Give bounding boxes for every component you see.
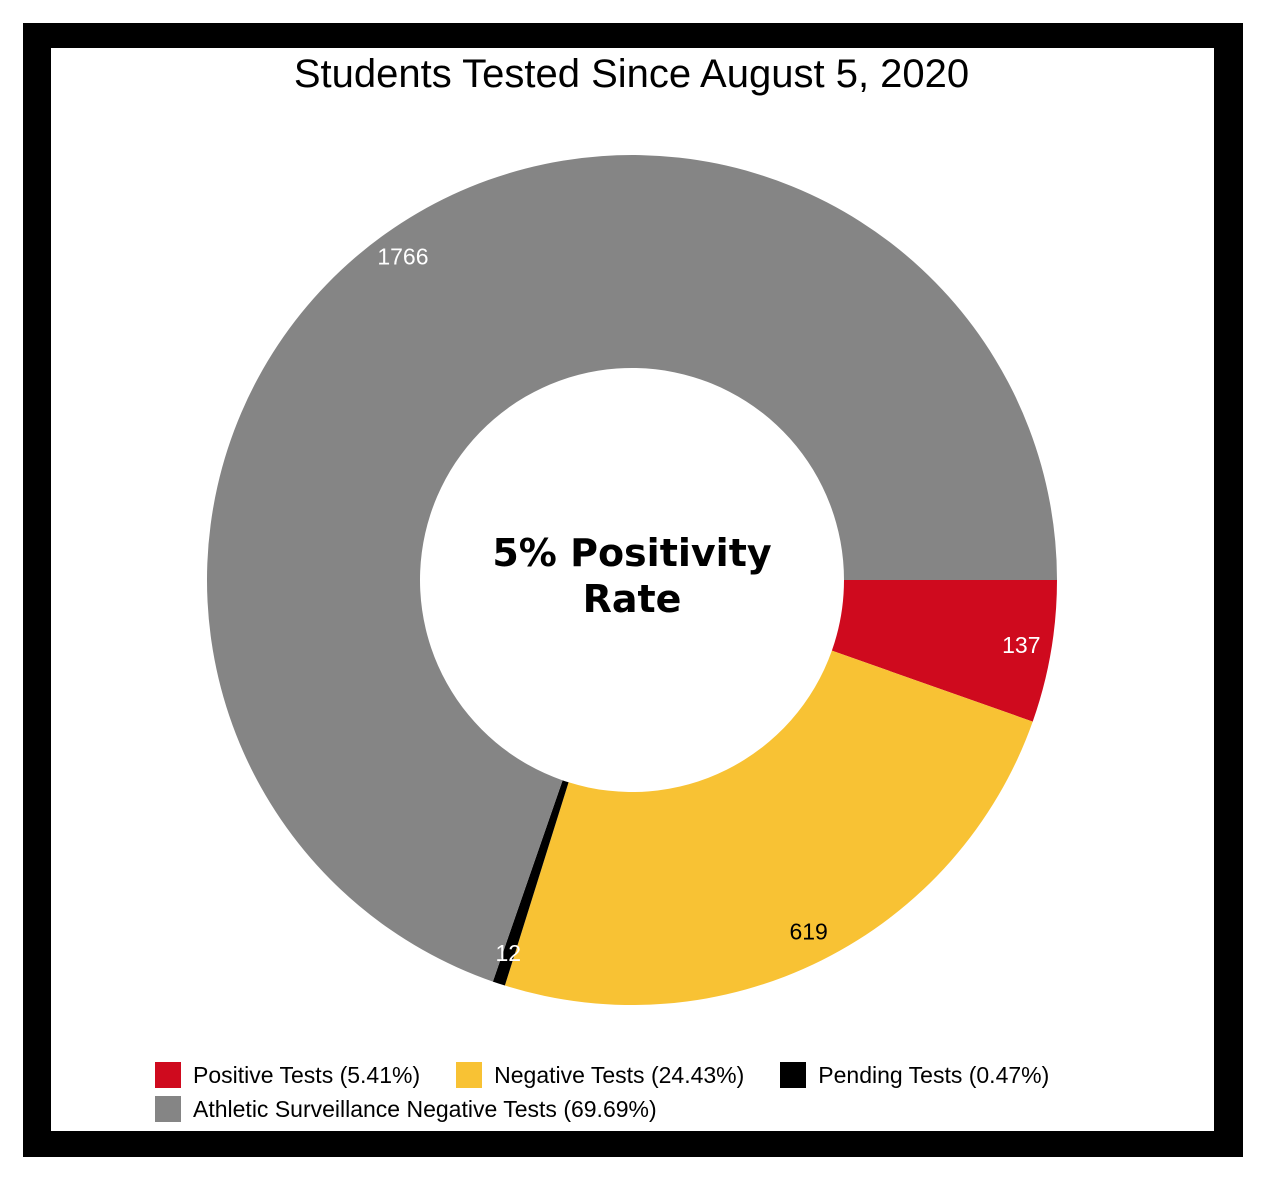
legend-item-athletic: Athletic Surveillance Negative Tests (69… xyxy=(155,1096,657,1123)
legend-row: Athletic Surveillance Negative Tests (69… xyxy=(155,1092,1155,1126)
legend-row: Positive Tests (5.41%) Negative Tests (2… xyxy=(155,1058,1155,1092)
legend-swatch-pending xyxy=(780,1062,807,1088)
slice-value-label-negative: 619 xyxy=(789,918,827,944)
chart-title: Students Tested Since August 5, 2020 xyxy=(293,52,970,96)
center-label-line-1: 5% Positivity xyxy=(492,531,772,575)
legend-item-negative: Negative Tests (24.43%) xyxy=(456,1062,744,1089)
legend-label-negative: Negative Tests (24.43%) xyxy=(494,1061,745,1088)
donut-slice-negative xyxy=(504,650,1033,1005)
donut-slice-positive xyxy=(831,580,1057,722)
center-label-line-2: Rate xyxy=(582,577,682,621)
donut-slice-pending xyxy=(492,780,569,986)
legend-label-positive: Positive Tests (5.41%) xyxy=(193,1061,421,1088)
legend-item-positive: Positive Tests (5.41%) xyxy=(155,1062,420,1089)
legend-item-pending: Pending Tests (0.47%) xyxy=(780,1062,1049,1089)
slice-value-label-athletic: 1766 xyxy=(377,243,428,269)
legend-swatch-athletic xyxy=(155,1096,181,1122)
slice-value-label-positive: 137 xyxy=(1002,632,1040,658)
legend-swatch-negative xyxy=(456,1062,483,1088)
donut-slice-athletic xyxy=(206,154,1057,982)
legend-label-pending: Pending Tests (0.47%) xyxy=(818,1061,1050,1088)
chart-legend: Positive Tests (5.41%) Negative Tests (2… xyxy=(155,1058,1155,1126)
legend-label-athletic: Athletic Surveillance Negative Tests (69… xyxy=(193,1095,657,1122)
legend-swatch-positive xyxy=(155,1062,181,1088)
center-label: 5% Positivity Rate xyxy=(432,530,832,622)
slice-value-label-pending: 12 xyxy=(495,940,521,966)
